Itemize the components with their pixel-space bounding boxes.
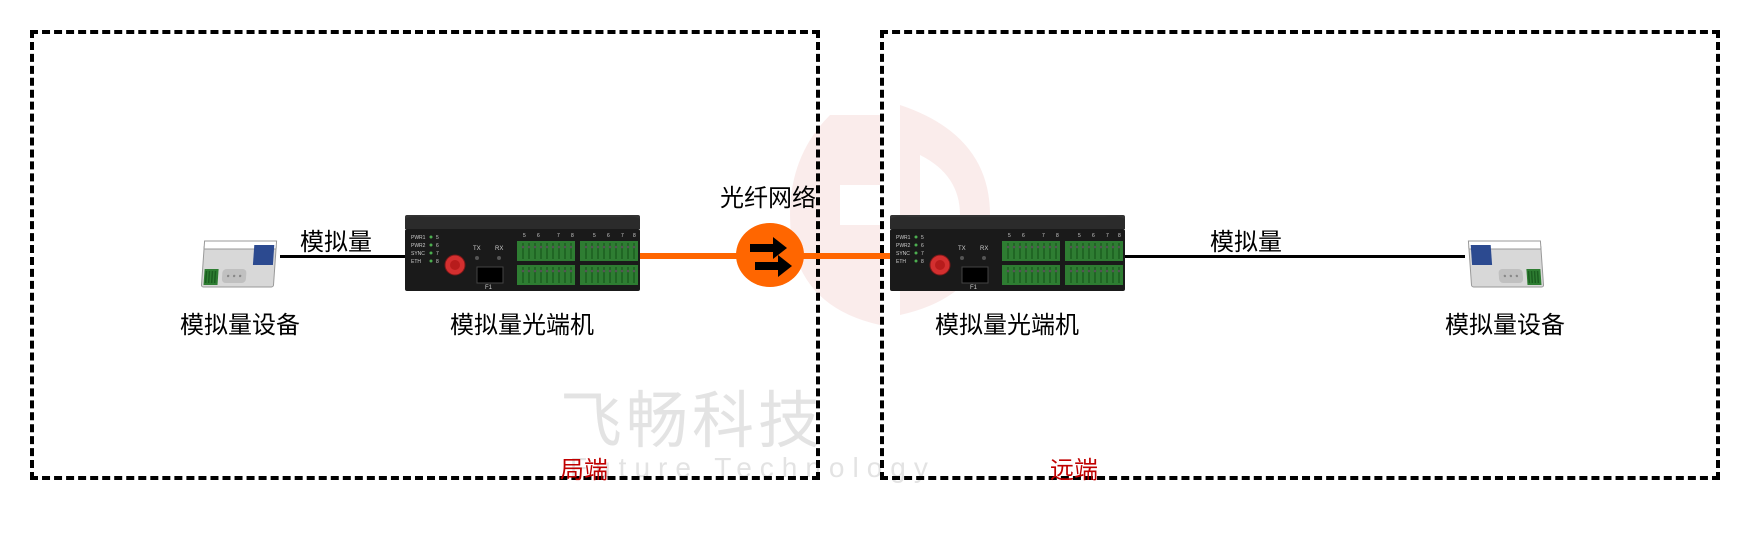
label-converter-right: 模拟量光端机 (935, 305, 1079, 340)
svg-text:RX: RX (980, 246, 988, 252)
label-fiber-network: 光纤网络 (720, 178, 816, 213)
label-analog-device-right: 模拟量设备 (1445, 305, 1565, 340)
svg-text:ETH: ETH (411, 259, 421, 265)
svg-text:8: 8 (1118, 233, 1121, 239)
line-analog-right (1125, 255, 1465, 258)
svg-text:8: 8 (1056, 233, 1059, 239)
svg-text:5: 5 (1008, 233, 1011, 239)
label-analog-signal-left: 模拟量 (300, 222, 372, 257)
svg-text:7: 7 (1042, 233, 1045, 239)
svg-text:PWR1: PWR1 (896, 235, 911, 241)
svg-text:8: 8 (921, 259, 924, 265)
analog-device-right (1460, 235, 1550, 295)
svg-text:TX: TX (473, 246, 481, 252)
svg-text:RX: RX (495, 246, 503, 252)
label-converter-left: 模拟量光端机 (450, 305, 594, 340)
analog-device-left (195, 235, 285, 295)
svg-text:7: 7 (436, 251, 439, 257)
converter-right: PWR1 5 PWR2 6 SYNC 7 ETH 8 TX RX F1 5 6 7 8 5 6 7 8 (890, 215, 1125, 295)
svg-text:5: 5 (436, 235, 439, 241)
svg-text:6: 6 (921, 243, 924, 249)
svg-text:5: 5 (1078, 233, 1081, 239)
svg-text:6: 6 (607, 233, 610, 239)
svg-text:SYNC: SYNC (411, 251, 425, 257)
svg-text:7: 7 (1106, 233, 1109, 239)
zone-left-label: 局端 (560, 450, 608, 485)
label-analog-device-left: 模拟量设备 (180, 305, 300, 340)
svg-text:7: 7 (621, 233, 624, 239)
svg-text:7: 7 (557, 233, 560, 239)
label-analog-signal-right: 模拟量 (1210, 222, 1282, 257)
svg-text:5: 5 (921, 235, 924, 241)
svg-text:F1: F1 (485, 285, 493, 291)
svg-text:5: 5 (593, 233, 596, 239)
svg-text:PWR2: PWR2 (896, 243, 911, 249)
svg-text:SYNC: SYNC (896, 251, 910, 257)
svg-text:5: 5 (523, 233, 526, 239)
svg-text:6: 6 (436, 243, 439, 249)
svg-text:8: 8 (571, 233, 574, 239)
converter-left: PWR1 5 PWR2 6 SYNC 7 ETH 8 TX RX F1 5 6 7 8 5 6 7 8 (405, 215, 640, 295)
svg-text:ETH: ETH (896, 259, 906, 265)
fiber-network-icon (735, 220, 805, 290)
svg-text:8: 8 (633, 233, 636, 239)
svg-text:6: 6 (1092, 233, 1095, 239)
svg-text:6: 6 (1022, 233, 1025, 239)
svg-text:PWR1: PWR1 (411, 235, 426, 241)
svg-text:PWR2: PWR2 (411, 243, 426, 249)
zone-right-label: 远端 (1050, 450, 1098, 485)
svg-text:F1: F1 (970, 285, 978, 291)
svg-text:8: 8 (436, 259, 439, 265)
svg-text:7: 7 (921, 251, 924, 257)
svg-text:TX: TX (958, 246, 966, 252)
svg-text:6: 6 (537, 233, 540, 239)
